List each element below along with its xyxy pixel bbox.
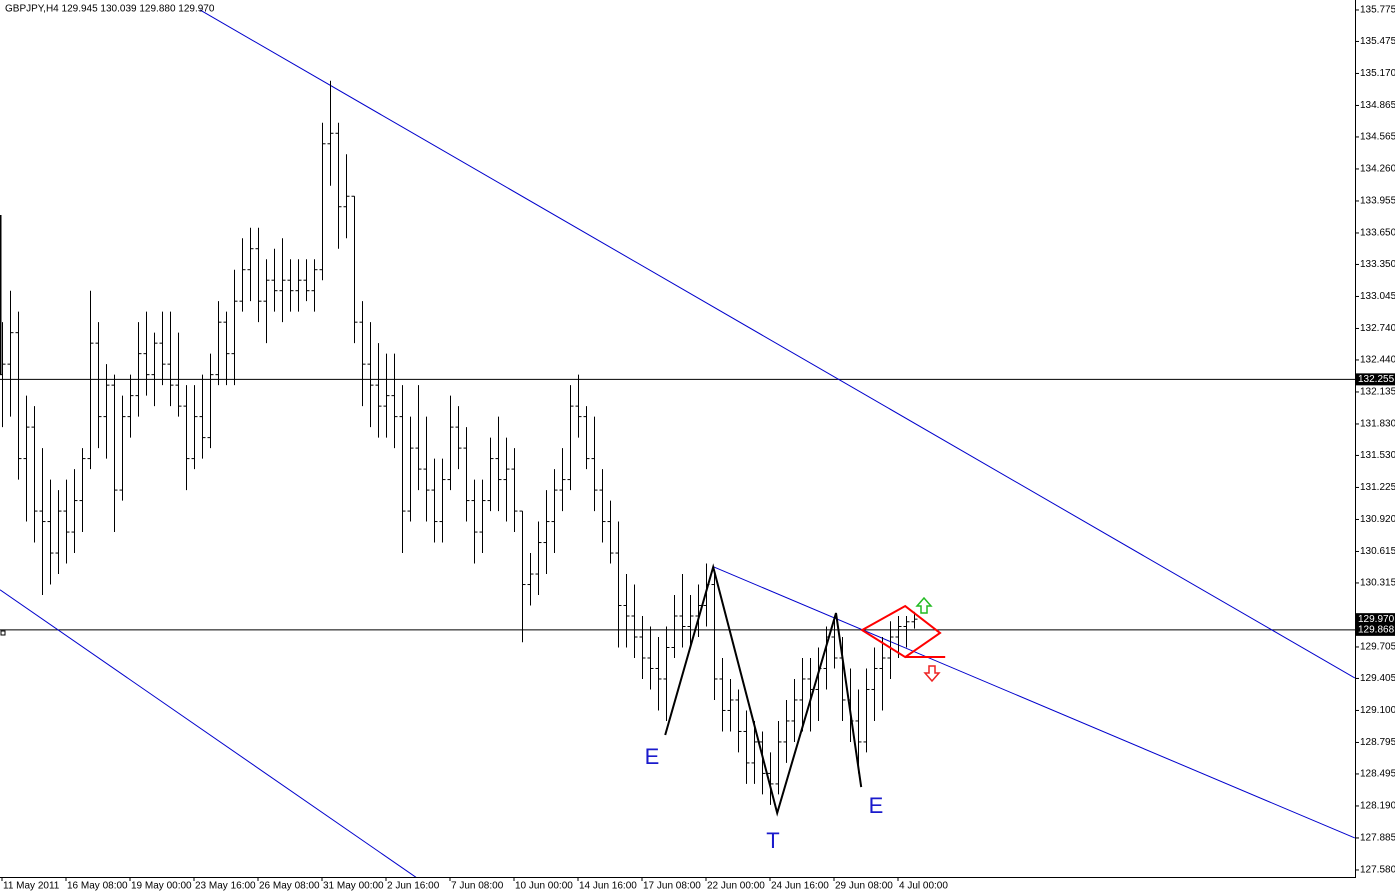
y-tick-label: 127.580 <box>1360 865 1395 876</box>
y-tick-label: 128.795 <box>1360 737 1395 748</box>
y-tick-label: 134.260 <box>1360 164 1395 175</box>
x-tick-label: 7 Jun 08:00 <box>451 881 504 892</box>
current-price-box <box>1356 613 1395 626</box>
trend-line <box>199 9 1355 679</box>
x-tick-label: 11 May 2011 <box>3 881 60 892</box>
anchor-marker <box>0 630 6 636</box>
x-tick-label: 2 Jun 16:00 <box>387 881 440 892</box>
x-tick-label: 19 May 00:00 <box>131 881 192 892</box>
y-tick-label: 129.705 <box>1360 642 1395 653</box>
y-tick-label: 131.830 <box>1360 419 1395 430</box>
y-tick-label: 135.775 <box>1360 5 1395 16</box>
x-tick-label: 10 Jun 00:00 <box>515 881 573 892</box>
x-tick-label: 14 Jun 16:00 <box>579 881 637 892</box>
y-tick-label: 134.865 <box>1360 100 1395 111</box>
y-tick-label: 129.405 <box>1360 673 1395 684</box>
y-tick-label: 132.135 <box>1360 387 1395 398</box>
zigzag-pattern <box>664 563 863 817</box>
diamond-marker <box>860 604 942 659</box>
up-arrow <box>915 596 933 614</box>
price-box-label: 132.255 <box>1358 374 1395 385</box>
y-tick-label: 133.955 <box>1360 196 1395 207</box>
y-tick-label: 128.495 <box>1360 769 1395 780</box>
y-tick-label: 130.615 <box>1360 546 1395 557</box>
y-tick-label: 130.920 <box>1360 514 1395 525</box>
y-tick-label: 129.100 <box>1360 705 1395 716</box>
y-tick-label: 132.440 <box>1360 355 1395 366</box>
chart-title: GBPJPY,H4 129.945 130.039 129.880 129.97… <box>5 4 215 15</box>
y-tick-label: 131.225 <box>1360 482 1395 493</box>
x-tick-label: 22 Jun 00:00 <box>707 881 765 892</box>
y-tick-label: 130.315 <box>1360 578 1395 589</box>
x-tick-label: 26 May 08:00 <box>259 881 320 892</box>
y-tick-label: 133.350 <box>1360 259 1395 270</box>
y-tick-label: 135.475 <box>1360 36 1395 47</box>
pattern-label: E <box>869 793 884 818</box>
price-box <box>1356 373 1395 386</box>
price-box-label: 129.868 <box>1358 625 1395 636</box>
pattern-label: T <box>766 828 779 853</box>
pattern-label: E <box>645 744 660 769</box>
y-tick-label: 133.045 <box>1360 291 1395 302</box>
x-tick-label: 29 Jun 08:00 <box>835 881 893 892</box>
y-tick-label: 135.170 <box>1360 68 1395 79</box>
y-tick-label: 132.740 <box>1360 323 1395 334</box>
x-tick-label: 17 Jun 08:00 <box>643 881 701 892</box>
y-tick-label: 131.530 <box>1360 450 1395 461</box>
y-tick-label: 133.650 <box>1360 228 1395 239</box>
trend-line <box>0 589 417 877</box>
x-tick-label: 31 May 00:00 <box>323 881 384 892</box>
plot-area <box>0 9 1355 877</box>
price-box <box>1356 623 1395 636</box>
down-arrow <box>923 665 941 683</box>
y-tick-label: 134.565 <box>1360 132 1395 143</box>
x-tick-label: 4 Jul 00:00 <box>899 881 948 892</box>
x-tick-label: 23 May 16:00 <box>195 881 256 892</box>
trend-line <box>713 566 1355 839</box>
current-price-label: 129.970 <box>1358 614 1395 625</box>
y-tick-label: 127.885 <box>1360 833 1395 844</box>
x-tick-label: 16 May 08:00 <box>67 881 128 892</box>
y-tick-label: 128.190 <box>1360 801 1395 812</box>
x-tick-label: 24 Jun 16:00 <box>771 881 829 892</box>
